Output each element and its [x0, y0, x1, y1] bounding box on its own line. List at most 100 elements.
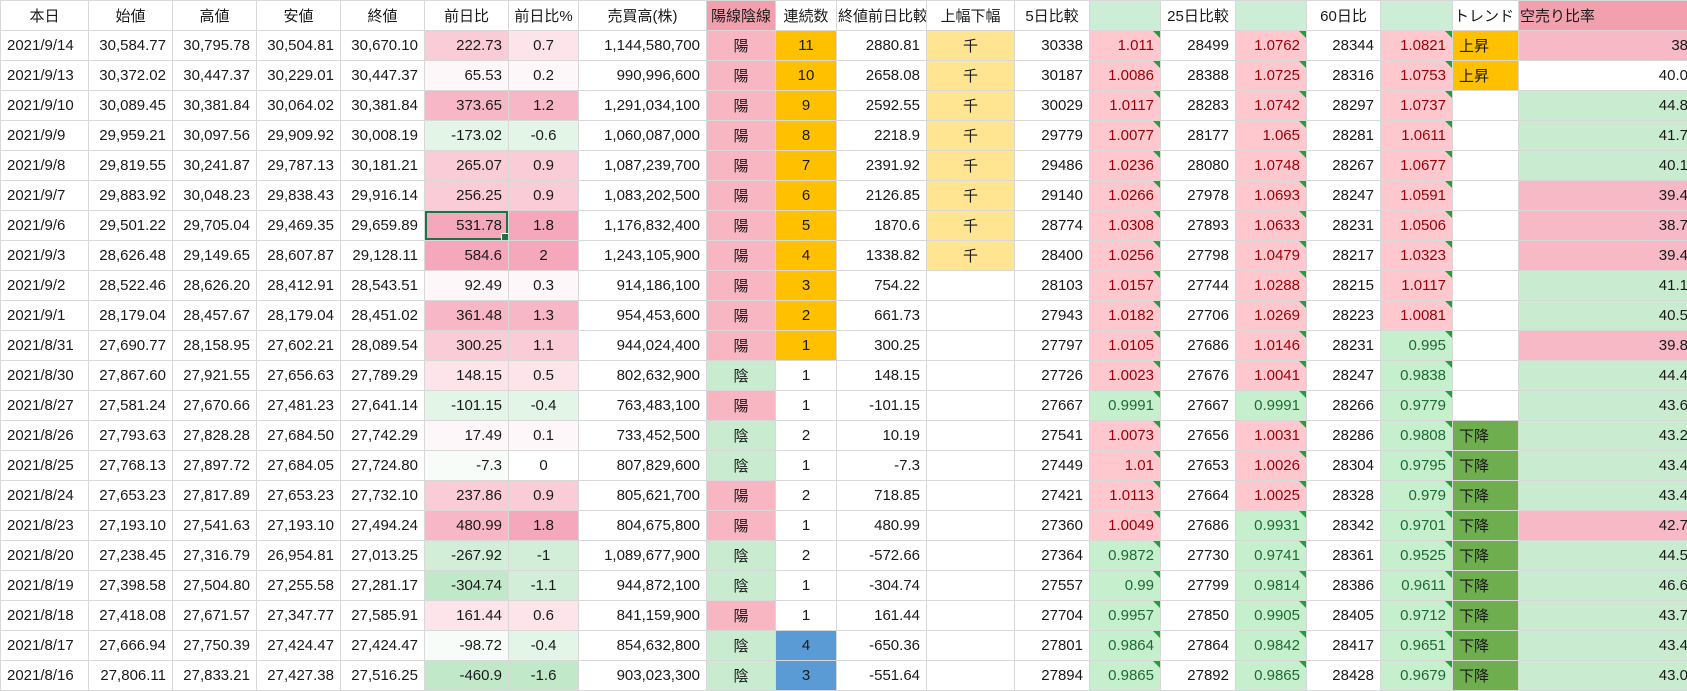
cell-date[interactable]: 2021/8/17 [1, 631, 89, 661]
cell-close[interactable]: 29,128.11 [341, 241, 425, 271]
cell-short-ratio[interactable]: 42.7 [1519, 511, 1687, 541]
cell-close-diff[interactable]: 2658.08 [837, 61, 927, 91]
cell-25day[interactable]: 27667 [1161, 391, 1236, 421]
cell-25day[interactable]: 27892 [1161, 661, 1236, 691]
cell-25day-ratio[interactable]: 1.0693 [1236, 181, 1307, 211]
cell-low[interactable]: 30,064.02 [257, 91, 341, 121]
cell-close-diff[interactable]: -304.74 [837, 571, 927, 601]
cell-low[interactable]: 28,412.91 [257, 271, 341, 301]
cell-close-diff[interactable]: -551.64 [837, 661, 927, 691]
cell-5day-ratio[interactable]: 0.9957 [1090, 601, 1161, 631]
cell-range[interactable] [927, 541, 1015, 571]
cell-close-diff[interactable]: -7.3 [837, 451, 927, 481]
cell-low[interactable]: 27,481.23 [257, 391, 341, 421]
cell-date[interactable]: 2021/8/30 [1, 361, 89, 391]
cell-volume[interactable]: 733,452,500 [579, 421, 707, 451]
cell-short-ratio[interactable]: 39.8 [1519, 331, 1687, 361]
cell-trend[interactable] [1453, 301, 1519, 331]
cell-open[interactable]: 30,089.45 [89, 91, 173, 121]
cell-trend[interactable] [1453, 241, 1519, 271]
cell-60day[interactable]: 28417 [1307, 631, 1381, 661]
cell-candle[interactable]: 陽 [707, 391, 776, 421]
cell-date[interactable]: 2021/9/8 [1, 151, 89, 181]
cell-25day-ratio[interactable]: 0.9905 [1236, 601, 1307, 631]
cell-5day[interactable]: 30029 [1015, 91, 1090, 121]
cell-change[interactable]: 222.73 [425, 31, 509, 61]
cell-high[interactable]: 28,626.20 [173, 271, 257, 301]
cell-streak[interactable]: 1 [776, 511, 837, 541]
cell-change[interactable]: 161.44 [425, 601, 509, 631]
cell-low[interactable]: 27,684.50 [257, 421, 341, 451]
cell-volume[interactable]: 763,483,100 [579, 391, 707, 421]
cell-5day-ratio[interactable]: 0.9872 [1090, 541, 1161, 571]
cell-close-diff[interactable]: 2880.81 [837, 31, 927, 61]
column-header-candle[interactable]: 陽線陰線 [707, 1, 776, 31]
cell-change-pct[interactable]: -1.6 [509, 661, 579, 691]
cell-60day-ratio[interactable]: 1.0591 [1381, 181, 1453, 211]
cell-close[interactable]: 27,494.24 [341, 511, 425, 541]
cell-60day-ratio[interactable]: 1.0081 [1381, 301, 1453, 331]
cell-trend[interactable] [1453, 91, 1519, 121]
cell-close[interactable]: 27,789.29 [341, 361, 425, 391]
cell-close[interactable]: 30,447.37 [341, 61, 425, 91]
cell-5day-ratio[interactable]: 0.99 [1090, 571, 1161, 601]
cell-5day[interactable]: 27801 [1015, 631, 1090, 661]
cell-short-ratio[interactable]: 44.8 [1519, 91, 1687, 121]
column-header-trend[interactable]: トレンド [1453, 1, 1519, 31]
cell-low[interactable]: 27,684.05 [257, 451, 341, 481]
cell-change-pct[interactable]: 0.9 [509, 181, 579, 211]
cell-trend[interactable]: 下降 [1453, 601, 1519, 631]
cell-5day-ratio[interactable]: 1.0182 [1090, 301, 1161, 331]
cell-streak[interactable]: 1 [776, 331, 837, 361]
cell-trend[interactable]: 下降 [1453, 481, 1519, 511]
cell-high[interactable]: 27,670.66 [173, 391, 257, 421]
cell-change-selected[interactable]: 531.78 [425, 211, 509, 241]
cell-60day-ratio[interactable]: 0.9808 [1381, 421, 1453, 451]
cell-trend[interactable] [1453, 361, 1519, 391]
cell-5day-ratio[interactable]: 1.0113 [1090, 481, 1161, 511]
cell-high[interactable]: 28,457.67 [173, 301, 257, 331]
cell-volume[interactable]: 1,144,580,700 [579, 31, 707, 61]
cell-5day[interactable]: 27943 [1015, 301, 1090, 331]
cell-25day-ratio[interactable]: 1.0041 [1236, 361, 1307, 391]
cell-close-diff[interactable]: 300.25 [837, 331, 927, 361]
cell-25day[interactable]: 27864 [1161, 631, 1236, 661]
cell-change[interactable]: -304.74 [425, 571, 509, 601]
cell-streak[interactable]: 4 [776, 631, 837, 661]
cell-change-pct[interactable]: 0.6 [509, 601, 579, 631]
cell-volume[interactable]: 1,060,087,000 [579, 121, 707, 151]
cell-high[interactable]: 30,048.23 [173, 181, 257, 211]
cell-short-ratio[interactable]: 40.5 [1519, 301, 1687, 331]
cell-range[interactable] [927, 301, 1015, 331]
cell-range[interactable] [927, 601, 1015, 631]
cell-open[interactable]: 30,584.77 [89, 31, 173, 61]
cell-close-diff[interactable]: 2592.55 [837, 91, 927, 121]
column-header-streak[interactable]: 連続数 [776, 1, 837, 31]
cell-change[interactable]: -460.9 [425, 661, 509, 691]
cell-60day-ratio[interactable]: 1.0506 [1381, 211, 1453, 241]
column-header-range[interactable]: 上幅下幅 [927, 1, 1015, 31]
cell-25day[interactable]: 27653 [1161, 451, 1236, 481]
cell-60day-ratio[interactable]: 1.0737 [1381, 91, 1453, 121]
cell-low[interactable]: 30,504.81 [257, 31, 341, 61]
cell-close-diff[interactable]: 480.99 [837, 511, 927, 541]
cell-streak[interactable]: 5 [776, 211, 837, 241]
cell-close[interactable]: 30,670.10 [341, 31, 425, 61]
cell-60day[interactable]: 28217 [1307, 241, 1381, 271]
cell-5day[interactable]: 29779 [1015, 121, 1090, 151]
cell-60day-ratio[interactable]: 0.9701 [1381, 511, 1453, 541]
cell-candle[interactable]: 陽 [707, 91, 776, 121]
cell-25day-ratio[interactable]: 1.0146 [1236, 331, 1307, 361]
cell-high[interactable]: 27,828.28 [173, 421, 257, 451]
cell-change-pct[interactable]: -0.4 [509, 391, 579, 421]
cell-25day[interactable]: 28283 [1161, 91, 1236, 121]
cell-candle[interactable]: 陽 [707, 331, 776, 361]
cell-close-diff[interactable]: -101.15 [837, 391, 927, 421]
cell-close[interactable]: 28,451.02 [341, 301, 425, 331]
cell-trend[interactable]: 下降 [1453, 631, 1519, 661]
cell-5day[interactable]: 29140 [1015, 181, 1090, 211]
cell-close[interactable]: 27,641.14 [341, 391, 425, 421]
cell-25day[interactable]: 27744 [1161, 271, 1236, 301]
cell-low[interactable]: 27,656.63 [257, 361, 341, 391]
cell-open[interactable]: 28,626.48 [89, 241, 173, 271]
